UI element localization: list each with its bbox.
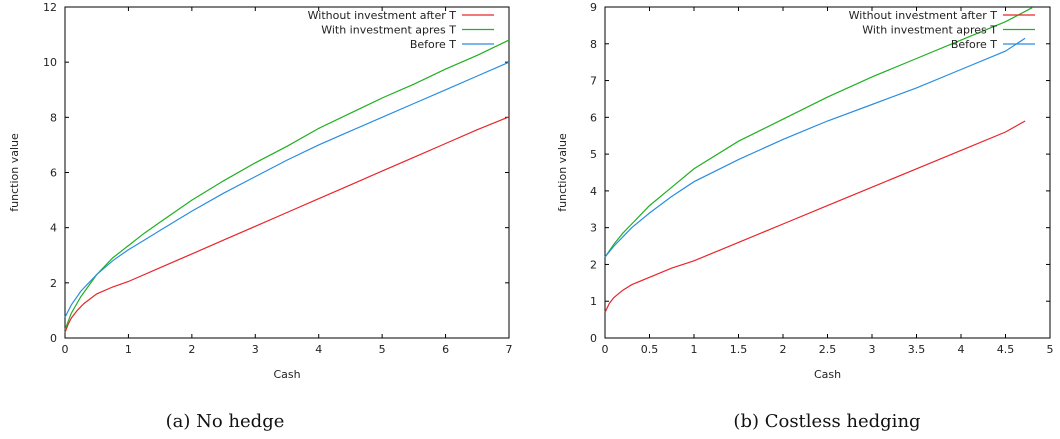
series-line-1 xyxy=(604,7,1033,258)
y-tick-label: 2 xyxy=(50,277,57,290)
x-tick-label: 0.5 xyxy=(641,343,659,356)
y-tick-label: 12 xyxy=(43,1,57,14)
x-tick-label: 3.5 xyxy=(908,343,926,356)
y-tick-label: 10 xyxy=(43,56,57,69)
y-tick-label: 8 xyxy=(50,111,57,124)
legend-label-2: Before T xyxy=(951,38,997,51)
plot-frame xyxy=(64,6,510,339)
y-axis-label: function value xyxy=(8,133,21,212)
x-axis-label: Cash xyxy=(273,368,300,381)
legend-label-2: Before T xyxy=(410,38,456,51)
x-tick-label: 4.5 xyxy=(997,343,1015,356)
y-tick-label: 0 xyxy=(50,332,57,345)
y-tick-label: 3 xyxy=(590,222,597,235)
series-line-2 xyxy=(604,37,1026,258)
x-tick-label: 1 xyxy=(125,343,132,356)
y-tick-label: 9 xyxy=(590,1,597,14)
legend-label-1: With investment apres T xyxy=(862,24,997,37)
x-tick-label: 4 xyxy=(958,343,965,356)
y-tick-label: 8 xyxy=(590,38,597,51)
x-tick-label: 5 xyxy=(379,343,386,356)
legend-label-0: Without investment after T xyxy=(849,9,998,22)
legend-label-1: With investment apres T xyxy=(321,24,456,37)
x-tick-label: 2.5 xyxy=(819,343,837,356)
x-axis-label: Cash xyxy=(814,368,841,381)
x-tick-label: 1.5 xyxy=(730,343,748,356)
x-tick-label: 3 xyxy=(252,343,259,356)
x-tick-label: 0 xyxy=(62,343,69,356)
legend-label-0: Without investment after T xyxy=(308,9,457,22)
y-tick-label: 0 xyxy=(590,332,597,345)
x-tick-label: 4 xyxy=(315,343,322,356)
y-tick-label: 6 xyxy=(590,111,597,124)
series-line-0 xyxy=(604,120,1026,313)
y-tick-label: 4 xyxy=(590,185,597,198)
y-tick-label: 6 xyxy=(50,167,57,180)
figure-caption: (a) No hedge xyxy=(166,411,285,432)
y-tick-label: 5 xyxy=(590,148,597,161)
x-tick-label: 2 xyxy=(780,343,787,356)
y-axis-label: function value xyxy=(556,133,569,212)
x-tick-label: 7 xyxy=(506,343,513,356)
x-tick-label: 0 xyxy=(602,343,609,356)
x-tick-label: 5 xyxy=(1047,343,1054,356)
y-tick-label: 1 xyxy=(590,295,597,308)
x-tick-label: 2 xyxy=(188,343,195,356)
figure-caption: (b) Costless hedging xyxy=(733,411,920,432)
series-line-0 xyxy=(64,116,510,333)
series-line-2 xyxy=(64,61,510,318)
y-tick-label: 2 xyxy=(590,258,597,271)
plot-frame xyxy=(604,6,1051,339)
x-tick-label: 1 xyxy=(691,343,698,356)
chart-panel-b: 0 0.5 1 1.5 2 2.5 3 3.5 4 4.5 5 0 1 2 3 4 5 6 7 8 9 Cash funct… xyxy=(556,1,1054,381)
y-tick-label: 7 xyxy=(590,75,597,88)
series-line-1 xyxy=(64,39,510,330)
y-tick-label: 4 xyxy=(50,222,57,235)
x-tick-label: 3 xyxy=(869,343,876,356)
x-tick-label: 6 xyxy=(442,343,449,356)
